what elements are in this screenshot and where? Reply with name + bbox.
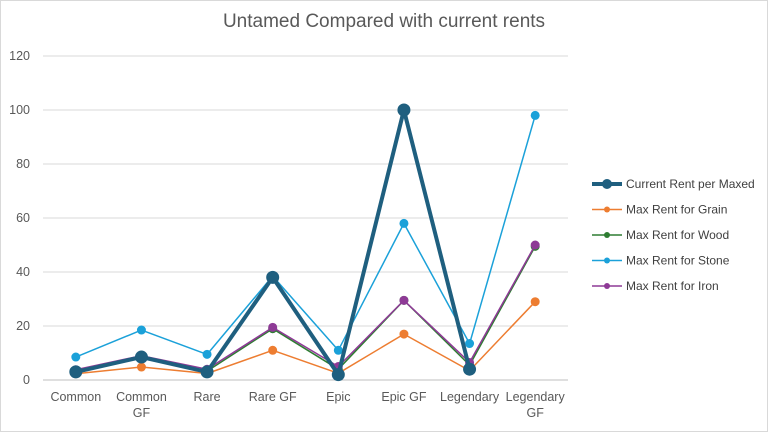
x-tick-label: Rare GF [249,390,297,404]
series-line-1 [75,301,536,375]
legend-label: Current Rent per Maxed [626,177,755,191]
data-point [399,295,409,305]
data-point [136,325,146,335]
data-point [69,365,83,379]
legend-label: Max Rent for Wood [626,228,729,242]
x-tick-label: GF [133,406,151,420]
y-tick-label: 60 [16,211,30,225]
data-point [399,329,409,339]
x-tick-label: Common [116,390,167,404]
data-point [530,240,540,250]
y-tick-label: 20 [16,319,30,333]
data-point [399,218,409,228]
legend-label: Max Rent for Iron [626,279,719,293]
data-point [268,345,278,355]
data-point [136,362,146,372]
data-point [397,103,411,117]
x-tick-label: Legendary [440,390,500,404]
data-point [331,368,345,382]
data-point [268,322,278,332]
data-point [202,349,212,359]
data-point [530,110,540,120]
x-tick-label: Epic [326,390,350,404]
data-point [200,365,214,379]
legend-label: Max Rent for Grain [626,203,727,217]
data-point [465,339,475,349]
y-tick-label: 40 [16,265,30,279]
legend-label: Max Rent for Stone [626,254,730,268]
legend-swatch-marker [602,179,612,189]
legend-swatch-marker [604,232,610,238]
data-point [530,297,540,307]
x-tick-label: Legendary [506,390,566,404]
data-point [333,345,343,355]
series-line-0 [75,108,472,377]
chart-title: Untamed Compared with current rents [222,11,546,32]
legend-swatch-marker [604,283,610,289]
series-line-3 [75,115,536,358]
y-tick-label: 80 [16,157,30,171]
data-point [266,270,280,284]
x-tick-label: Rare [194,390,221,404]
x-tick-label: GF [527,406,545,420]
x-tick-label: Common [50,390,101,404]
data-point [463,362,477,376]
data-point [134,350,148,364]
x-tick-label: Epic GF [381,390,427,404]
legend-swatch-marker [604,206,610,213]
y-tick-label: 100 [9,103,30,117]
legend-swatch-marker [604,257,610,264]
y-tick-label: 0 [23,373,30,387]
y-tick-label: 120 [9,49,30,63]
data-point [71,352,81,362]
